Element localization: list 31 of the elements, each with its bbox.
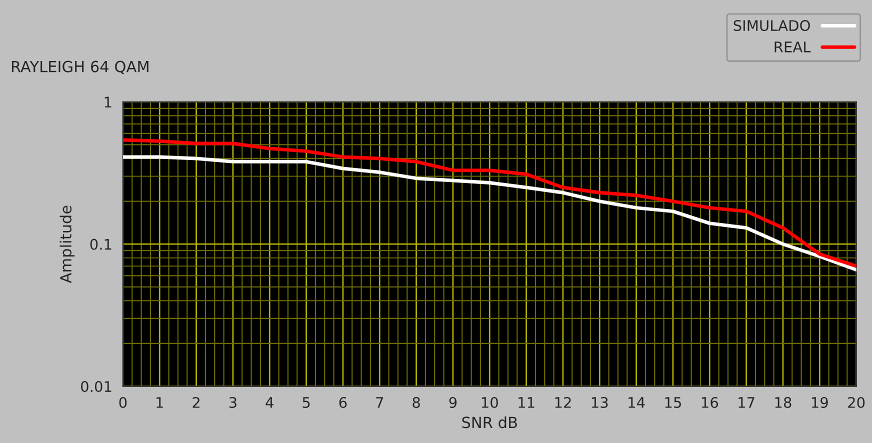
x-tick-label: 9 (449, 396, 457, 408)
x-tick-label: 8 (412, 396, 420, 408)
x-tick-label: 18 (775, 396, 792, 408)
x-tick-label: 19 (812, 396, 828, 408)
line-series (122, 138, 856, 268)
x-tick-label: 12 (555, 396, 571, 408)
x-tick-label: 2 (192, 396, 200, 408)
legend-label: SIMULADO (734, 20, 810, 32)
x-tick-label: 15 (665, 397, 681, 408)
x-tick-label: 1 (156, 397, 163, 408)
legend-label: REAL (774, 42, 811, 52)
x-tick-label: 11 (518, 397, 534, 408)
x-axis-title: SNR dB (462, 416, 517, 428)
line-series (122, 155, 856, 272)
y-tick-label: 1 (104, 96, 112, 108)
x-tick-label: 20 (848, 396, 865, 408)
x-tick-label: 4 (266, 397, 274, 408)
x-tick-label: 14 (628, 397, 645, 408)
y-tick-label: 0.01 (81, 381, 112, 392)
x-tick-label: 7 (376, 397, 384, 408)
x-tick-label: 5 (302, 397, 310, 408)
x-tick-label: 3 (229, 396, 236, 408)
x-tick-label: 16 (702, 396, 718, 408)
x-tick-label: 13 (592, 396, 608, 408)
y-axis-title: Amplitude (60, 206, 75, 284)
x-tick-label: 17 (738, 397, 754, 408)
x-tick-label: 6 (339, 396, 347, 408)
chart-title: RAYLEIGH 64 QAM (12, 60, 148, 74)
x-tick-label: 0 (119, 396, 127, 408)
x-tick-label: 10 (482, 396, 498, 408)
y-tick-label: 0.1 (90, 238, 112, 250)
